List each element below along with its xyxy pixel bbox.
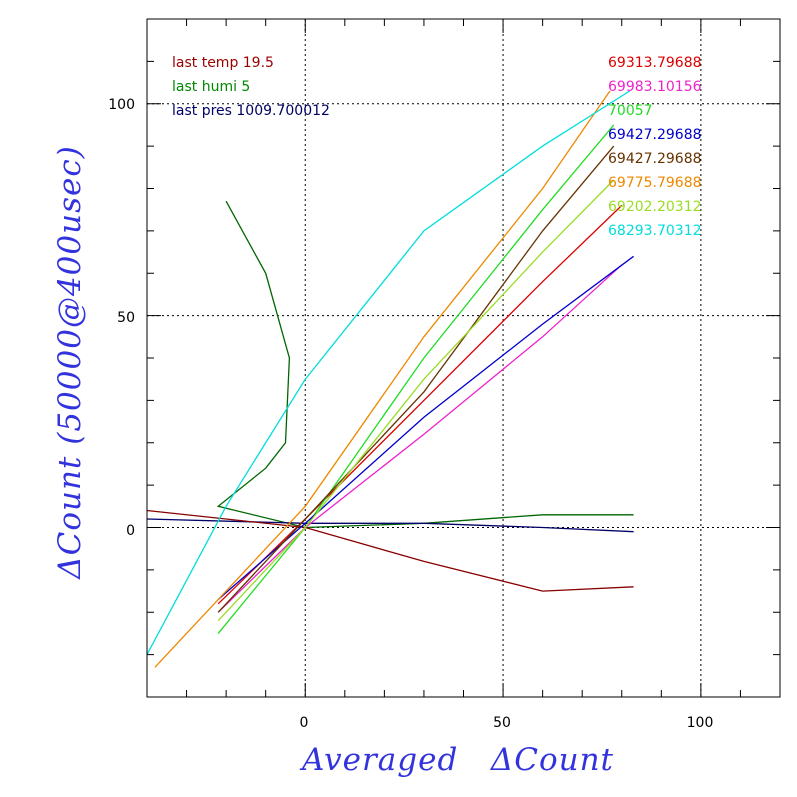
x-tick-label-0: 0 [300,715,309,731]
legend-series-4: 69427.29688 [608,151,702,167]
legend-series-2: 70057 [608,103,653,119]
legend-series-0: 69313.79688 [608,55,702,71]
info-label-temp: last temp 19.5 [172,55,274,71]
legend-series-3: 69427.29688 [608,127,702,143]
series-lines [146,90,634,668]
legend-series-5: 69775.79688 [608,175,702,191]
series-line-4 [217,145,615,613]
series-line-3 [217,255,634,600]
y-tick-label-0: 0 [126,523,135,539]
x-tick-label-2: 100 [687,715,714,731]
info-label-pres: last pres 1009.700012 [172,103,330,119]
grid [147,19,780,697]
trace-line-0 [216,200,634,529]
x-tick-label-1: 50 [493,715,511,731]
ticks [147,18,781,697]
series-line-5 [154,90,611,668]
legend-series-1: 69983.10156 [608,79,702,95]
series-line-0 [217,204,623,605]
series-line-2 [217,124,615,634]
info-label-humi: last humi 5 [172,79,250,95]
legend-series-6: 69202.20312 [608,199,702,215]
series-line-6 [217,179,615,622]
trace-line-2 [146,509,634,592]
y-axis-title: ΔCount (50000@400usec) [52,145,88,580]
trace-line-1 [146,518,634,533]
y-tick-label-2: 100 [108,97,135,113]
x-axis-title: Averaged ΔCount [299,742,614,778]
series-line-7 [146,90,631,655]
legend-series-7: 68293.70312 [608,223,702,239]
y-tick-label-1: 50 [117,310,135,326]
series-line-1 [217,264,623,613]
